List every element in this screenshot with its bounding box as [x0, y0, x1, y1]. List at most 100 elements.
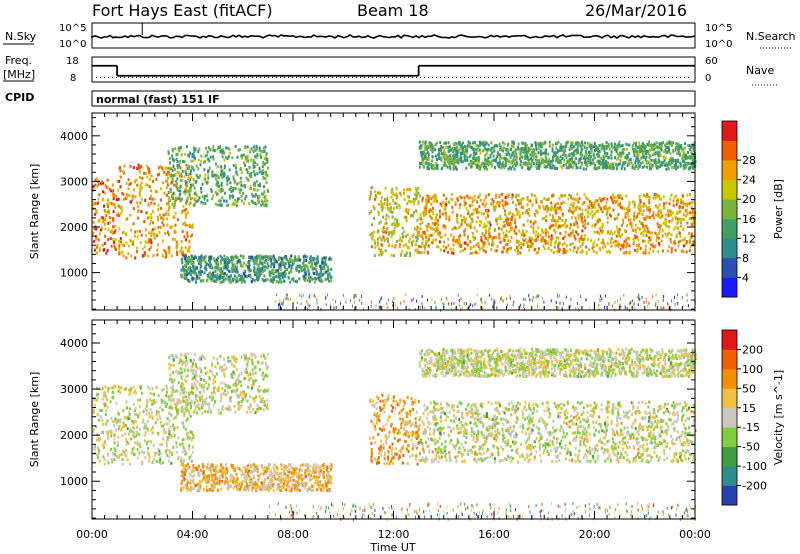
echo-cell — [174, 173, 177, 177]
echo-cell — [294, 257, 296, 261]
echo-cell — [630, 225, 633, 229]
echo-cell — [221, 189, 224, 193]
echo-cell — [110, 189, 113, 193]
speckle-cell — [370, 300, 372, 304]
echo-cell — [207, 173, 210, 177]
echo-cell — [192, 159, 195, 163]
echo-cell — [561, 153, 564, 157]
echo-cell — [498, 200, 501, 204]
echo-cell — [210, 263, 213, 267]
echo-cell — [211, 170, 214, 174]
echo-cell — [250, 186, 253, 190]
echo-cell — [514, 248, 517, 252]
echo-cell — [391, 187, 394, 191]
echo-cell — [487, 214, 490, 218]
echo-cell — [150, 201, 153, 205]
echo-cell — [470, 165, 473, 169]
echo-cell — [627, 214, 630, 218]
echo-cell — [422, 152, 425, 156]
echo-cell — [677, 148, 680, 152]
echo-cell — [577, 216, 580, 220]
echo-cell — [475, 143, 478, 147]
echo-cell — [682, 160, 684, 164]
echo-cell — [494, 249, 496, 253]
echo-cell — [129, 239, 132, 243]
echo-cell — [147, 254, 150, 258]
echo-cell — [466, 194, 469, 198]
echo-cell — [149, 212, 152, 216]
echo-cell — [624, 156, 627, 160]
speckle-cell — [639, 297, 641, 301]
echo-cell — [476, 207, 479, 211]
echo-cell — [231, 270, 234, 274]
echo-cell — [632, 200, 634, 204]
echo-cell — [440, 248, 442, 252]
echo-cell — [626, 244, 629, 248]
echo-cell — [193, 192, 196, 196]
echo-cell — [587, 222, 590, 225]
speckle-cell — [474, 303, 476, 306]
echo-cell — [662, 155, 665, 159]
echo-cell — [379, 251, 382, 255]
echo-cell — [254, 161, 257, 165]
echo-cell — [323, 256, 326, 260]
echo-cell — [452, 238, 455, 242]
echo-cell — [97, 182, 100, 186]
echo-cell — [626, 207, 629, 211]
echo-cell — [513, 154, 516, 158]
echo-cell — [183, 208, 186, 212]
echo-cell — [436, 141, 439, 145]
echo-cell — [539, 233, 542, 237]
echo-cell — [636, 155, 639, 159]
speckle-cell — [278, 306, 280, 310]
echo-cell — [622, 221, 625, 225]
speckle-cell — [345, 300, 347, 304]
echo-cell — [194, 147, 197, 151]
echo-cell — [259, 182, 261, 186]
echo-cell — [661, 141, 664, 145]
echo-cell — [392, 232, 395, 236]
echo-cell — [535, 230, 538, 234]
echo-cell — [189, 178, 192, 182]
echo-cell — [442, 200, 445, 204]
echo-cell — [602, 238, 604, 242]
echo-cell — [613, 230, 616, 234]
echo-cell — [553, 205, 556, 209]
echo-cell — [417, 244, 420, 248]
echo-cell — [484, 241, 487, 245]
echo-cell — [238, 191, 241, 195]
echo-cell — [538, 161, 541, 165]
echo-cell — [671, 160, 674, 164]
echo-cell — [463, 229, 466, 233]
echo-cell — [312, 257, 315, 261]
echo-region-0 — [92, 177, 119, 255]
echo-cell — [242, 153, 245, 157]
echo-cell — [428, 214, 431, 218]
echo-cell — [690, 232, 693, 236]
echo-cell — [667, 214, 670, 218]
echo-cell — [185, 190, 187, 194]
echo-cell — [454, 142, 457, 146]
echo-cell — [378, 253, 381, 257]
speckle-cell — [333, 306, 335, 310]
speckle-cell — [380, 298, 382, 301]
echo-cell — [561, 219, 564, 223]
echo-cell — [223, 274, 226, 278]
echo-cell — [426, 166, 429, 170]
echo-cell — [554, 222, 557, 226]
speckle-cell — [279, 298, 281, 302]
echo-cell — [188, 193, 191, 197]
echo-cell — [150, 219, 153, 223]
echo-cell — [609, 239, 612, 243]
echo-cell — [445, 203, 448, 207]
echo-cell — [382, 230, 385, 234]
echo-cell — [562, 149, 565, 152]
echo-cell — [641, 144, 644, 148]
freq-series — [92, 64, 695, 78]
echo-cell — [373, 216, 376, 220]
echo-cell — [475, 151, 478, 155]
echo-cell — [167, 203, 170, 207]
echo-cell — [112, 231, 115, 235]
echo-cell — [252, 194, 254, 198]
echo-cell — [102, 181, 104, 185]
